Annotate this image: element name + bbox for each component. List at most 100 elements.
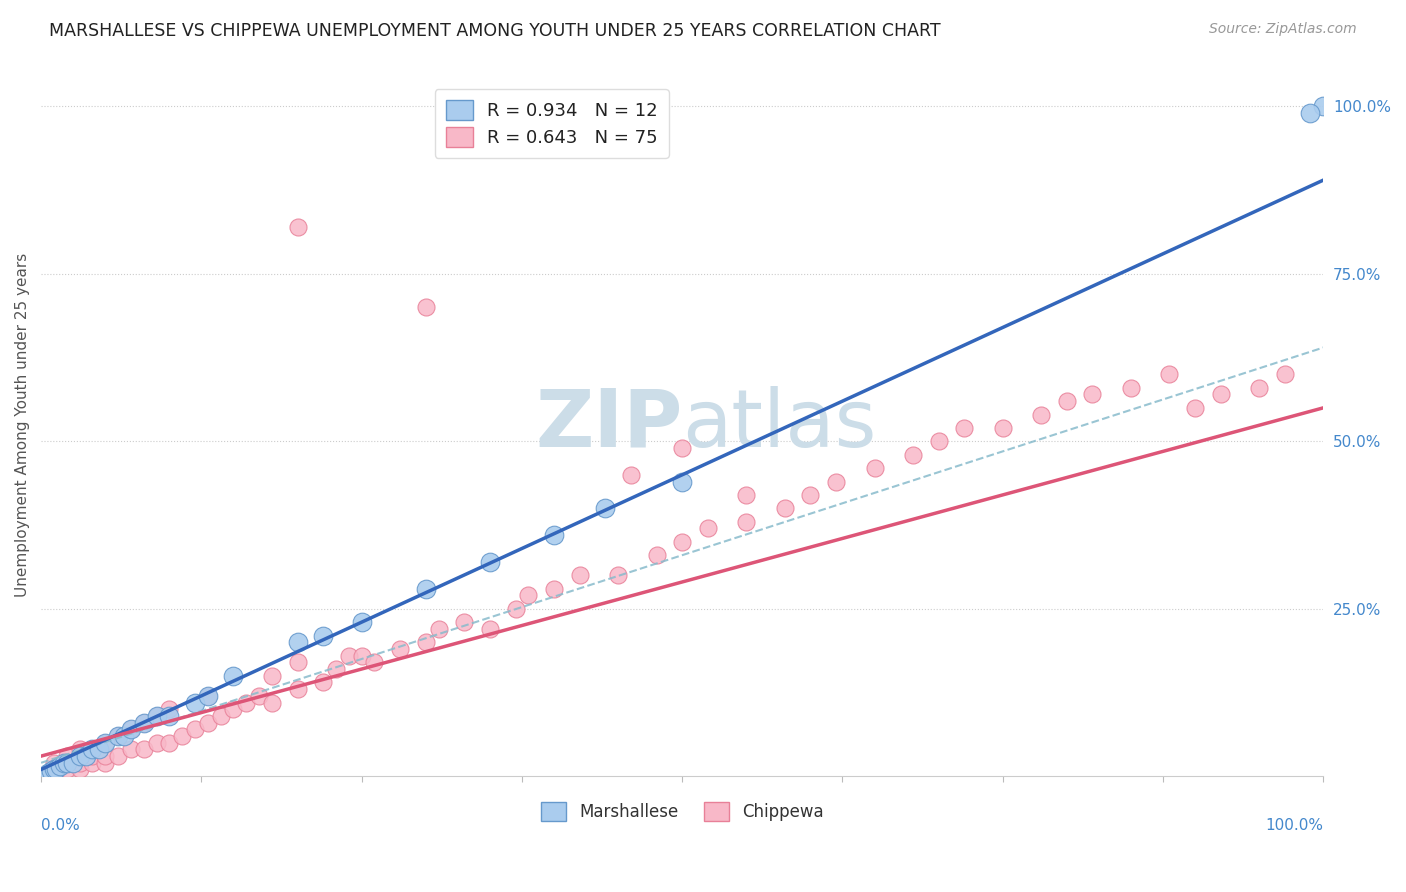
Point [928, 434, 950, 449]
Point [197, 689, 219, 703]
Point [1159, 368, 1181, 382]
Legend: Marshallese, Chippewa: Marshallese, Chippewa [531, 792, 834, 831]
Point [350, 648, 373, 663]
Point [517, 588, 540, 602]
Point [55, 756, 77, 770]
Point [415, 635, 437, 649]
Point [901, 448, 924, 462]
Point [671, 441, 693, 455]
Point [62, 756, 84, 770]
Point [415, 301, 437, 315]
Point [45, 763, 67, 777]
Point [94, 749, 117, 764]
Point [543, 582, 565, 596]
Point [42, 763, 65, 777]
Point [1312, 99, 1334, 113]
Point [260, 669, 283, 683]
Point [478, 555, 501, 569]
Point [1081, 387, 1104, 401]
Point [82, 749, 104, 764]
Point [773, 501, 796, 516]
Point [799, 488, 821, 502]
Point [312, 675, 335, 690]
Point [157, 702, 180, 716]
Text: 100.0%: 100.0% [1265, 818, 1323, 833]
Point [1209, 387, 1232, 401]
Text: 0.0%: 0.0% [41, 818, 80, 833]
Point [568, 568, 591, 582]
Point [94, 736, 117, 750]
Text: MARSHALLESE VS CHIPPEWA UNEMPLOYMENT AMONG YOUTH UNDER 25 YEARS CORRELATION CHAR: MARSHALLESE VS CHIPPEWA UNEMPLOYMENT AMO… [49, 22, 941, 40]
Point [235, 696, 257, 710]
Point [620, 467, 643, 482]
Point [696, 521, 718, 535]
Point [1031, 408, 1053, 422]
Point [1119, 381, 1142, 395]
Point [145, 709, 167, 723]
Point [287, 682, 309, 697]
Point [735, 515, 758, 529]
Point [222, 702, 245, 716]
Point [197, 689, 219, 703]
Point [41, 764, 63, 778]
Point [120, 742, 142, 756]
Point [645, 548, 668, 562]
Point [69, 749, 91, 764]
Point [107, 729, 129, 743]
Point [350, 615, 373, 629]
Point [287, 220, 309, 235]
Point [1184, 401, 1206, 415]
Point [94, 736, 117, 750]
Point [37, 765, 59, 780]
Point [863, 461, 886, 475]
Text: atlas: atlas [682, 385, 876, 464]
Point [114, 729, 136, 743]
Point [145, 736, 167, 750]
Point [69, 742, 91, 756]
Point [94, 756, 117, 770]
Point [157, 736, 180, 750]
Point [87, 742, 110, 756]
Point [132, 742, 155, 756]
Point [337, 648, 360, 663]
Point [1249, 381, 1271, 395]
Point [132, 715, 155, 730]
Point [312, 628, 335, 642]
Point [671, 475, 693, 489]
Point [325, 662, 347, 676]
Point [107, 729, 129, 743]
Point [145, 709, 167, 723]
Point [55, 749, 77, 764]
Point [197, 715, 219, 730]
Point [593, 501, 616, 516]
Y-axis label: Unemployment Among Youth under 25 years: Unemployment Among Youth under 25 years [15, 252, 30, 597]
Point [55, 763, 77, 777]
Point [1056, 394, 1078, 409]
Point [505, 601, 527, 615]
Text: ZIP: ZIP [534, 385, 682, 464]
Point [363, 656, 385, 670]
Point [49, 759, 72, 773]
Point [735, 488, 758, 502]
Point [671, 534, 693, 549]
Point [209, 709, 232, 723]
Point [120, 723, 142, 737]
Point [287, 656, 309, 670]
Point [82, 756, 104, 770]
Point [120, 723, 142, 737]
Point [82, 742, 104, 756]
Point [287, 635, 309, 649]
Point [389, 642, 412, 657]
Point [53, 756, 76, 770]
Point [415, 582, 437, 596]
Point [75, 749, 97, 764]
Point [42, 756, 65, 770]
Point [107, 749, 129, 764]
Point [825, 475, 848, 489]
Point [260, 696, 283, 710]
Point [69, 756, 91, 770]
Point [132, 715, 155, 730]
Point [247, 689, 270, 703]
Point [953, 421, 976, 435]
Point [543, 528, 565, 542]
